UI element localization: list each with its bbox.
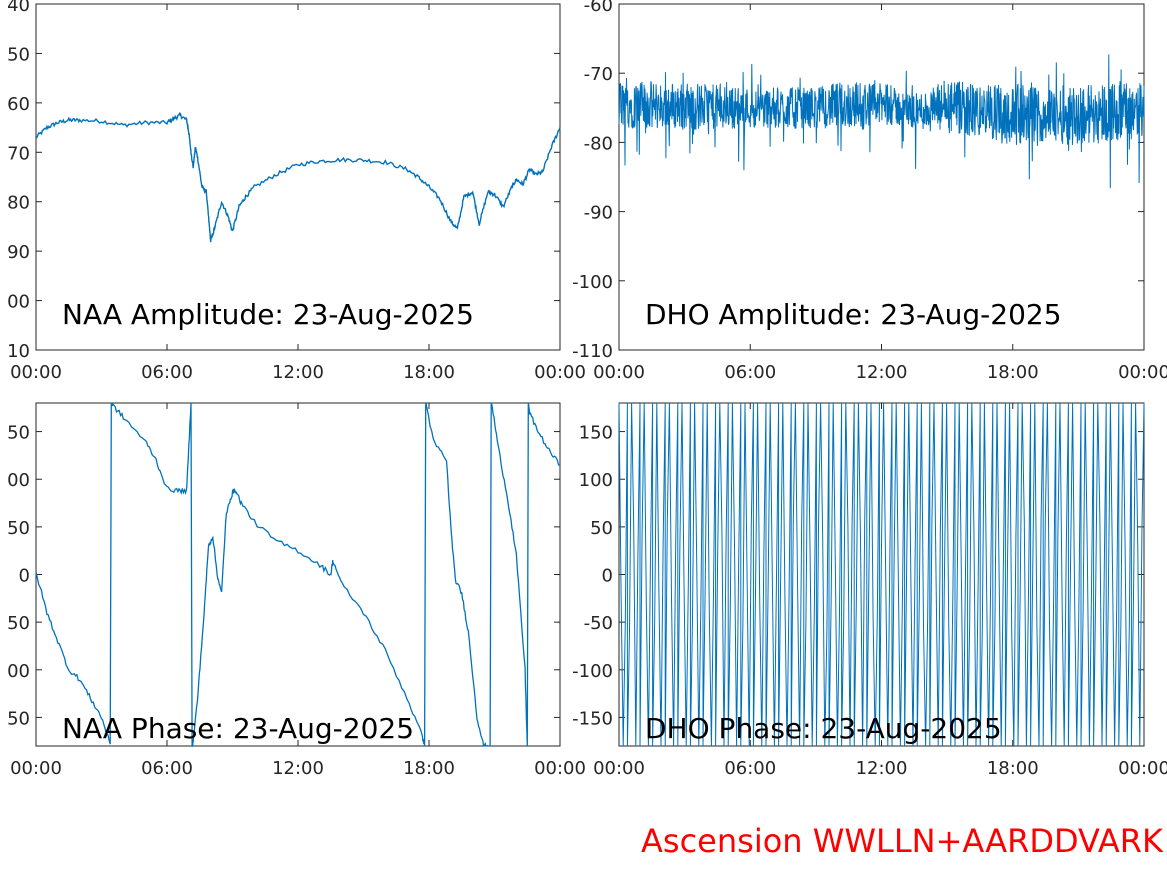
dho-amplitude-ytick-label: -70 (584, 64, 613, 85)
naa-amplitude-ytick-label: 00 (7, 292, 30, 313)
naa-phase-ytick-label: 50 (7, 423, 30, 444)
dho-amplitude-ytick-label: -100 (572, 272, 613, 293)
naa-phase-axes: 00:00 06:00 12:00 18:00 00:00 50 00 50 0 50 00 50 (7, 403, 586, 779)
naa-phase-ytick-label: 00 (7, 661, 30, 682)
dho-amplitude-xtick-label: 00:00 (593, 362, 645, 383)
panel-dho-phase: 00:00 06:00 12:00 18:00 00:00 150 100 50 0 -50 -10… (572, 402, 1167, 779)
dho-phase-xtick-label: 06:00 (724, 758, 776, 779)
dho-phase-xtick-label: 12:00 (856, 758, 908, 779)
dho-phase-ytick-label: 50 (590, 518, 613, 539)
naa-amplitude-xtick-label: 00:00 (534, 362, 586, 383)
dho-amplitude-ytick-label: -90 (584, 203, 613, 224)
dho-phase-ytick-label: 100 (579, 470, 613, 491)
dho-amplitude-xtick-label: 00:00 (1118, 362, 1167, 383)
dho-phase-series-line (618, 402, 1145, 747)
naa-amplitude-title: NAA Amplitude: 23-Aug-2025 (62, 298, 474, 331)
dho-phase-ytick-label: -100 (572, 661, 613, 682)
naa-phase-xtick-label: 00:00 (10, 758, 62, 779)
naa-phase-ytick-label: 00 (7, 470, 30, 491)
dho-amplitude-axes: 00:00 06:00 12:00 18:00 00:00 -60 -70 -80 -90 -10… (572, 0, 1167, 383)
naa-phase-xtick-label: 12:00 (272, 758, 324, 779)
naa-amplitude-xtick-label: 12:00 (272, 362, 324, 383)
dho-phase-axes: 00:00 06:00 12:00 18:00 00:00 150 100 50 0 -50 -10… (572, 403, 1167, 779)
naa-phase-xtick-label: 06:00 (141, 758, 193, 779)
naa-amplitude-ytick-label: 70 (7, 143, 30, 164)
naa-amplitude-ytick-label: 40 (7, 0, 30, 16)
dho-amplitude-ytick-label: -80 (584, 133, 613, 154)
naa-phase-ytick-label: 50 (7, 613, 30, 634)
naa-amplitude-xtick-label: 06:00 (141, 362, 193, 383)
naa-amplitude-axes: 00:00 06:00 12:00 18:00 00:00 40 50 60 70 80 90 00 1… (7, 0, 586, 383)
panel-naa-amplitude-frame (35, 3, 561, 351)
naa-amplitude-xtick-label: 18:00 (403, 362, 455, 383)
panel-dho-amplitude-frame (618, 3, 1145, 351)
naa-phase-xtick-label: 18:00 (403, 758, 455, 779)
dho-amplitude-title: DHO Amplitude: 23-Aug-2025 (645, 298, 1062, 331)
station-footer: Ascension WWLLN+AARDDVARK (641, 822, 1163, 860)
naa-phase-ytick-label: 50 (7, 708, 30, 729)
naa-amplitude-ytick-label: 80 (7, 193, 30, 214)
naa-amplitude-ytick-label: 10 (7, 341, 30, 362)
dho-amplitude-xtick-label: 18:00 (987, 362, 1039, 383)
naa-amplitude-series-line (35, 111, 561, 243)
naa-phase-xtick-label: 00:00 (534, 758, 586, 779)
naa-phase-ytick-label: 50 (7, 518, 30, 539)
dho-phase-title: DHO Phase: 23-Aug-2025 (645, 712, 1002, 745)
panel-naa-phase: 00:00 06:00 12:00 18:00 00:00 50 00 50 0 50 00 50 N… (7, 402, 586, 779)
dho-amplitude-ytick-label: -60 (584, 0, 613, 16)
panel-dho-amplitude: 00:00 06:00 12:00 18:00 00:00 -60 -70 -80 -90 -10… (572, 0, 1167, 383)
naa-amplitude-ytick-label: 90 (7, 242, 30, 263)
naa-phase-title: NAA Phase: 23-Aug-2025 (62, 712, 414, 745)
naa-phase-ytick-label: 0 (19, 566, 30, 587)
naa-amplitude-ytick-label: 50 (7, 44, 30, 65)
dho-phase-xtick-label: 00:00 (593, 758, 645, 779)
naa-amplitude-xtick-label: 00:00 (10, 362, 62, 383)
naa-amplitude-ytick-label: 60 (7, 94, 30, 115)
dho-phase-xtick-label: 00:00 (1118, 758, 1167, 779)
dho-phase-ytick-label: -50 (584, 613, 613, 634)
naa-phase-series-line (35, 402, 561, 748)
dho-amplitude-xtick-label: 12:00 (856, 362, 908, 383)
dho-phase-ytick-label: 0 (602, 566, 613, 587)
dho-phase-ytick-label: -150 (572, 708, 613, 729)
dho-phase-xtick-label: 18:00 (987, 758, 1039, 779)
panel-naa-amplitude: 00:00 06:00 12:00 18:00 00:00 40 50 60 70 80 90 00 1… (7, 0, 586, 383)
panel-naa-phase-frame (35, 402, 561, 747)
dho-amplitude-series-line (618, 54, 1145, 189)
dho-amplitude-ytick-label: -110 (572, 341, 613, 362)
dho-amplitude-xtick-label: 06:00 (724, 362, 776, 383)
dho-phase-ytick-label: 150 (579, 423, 613, 444)
